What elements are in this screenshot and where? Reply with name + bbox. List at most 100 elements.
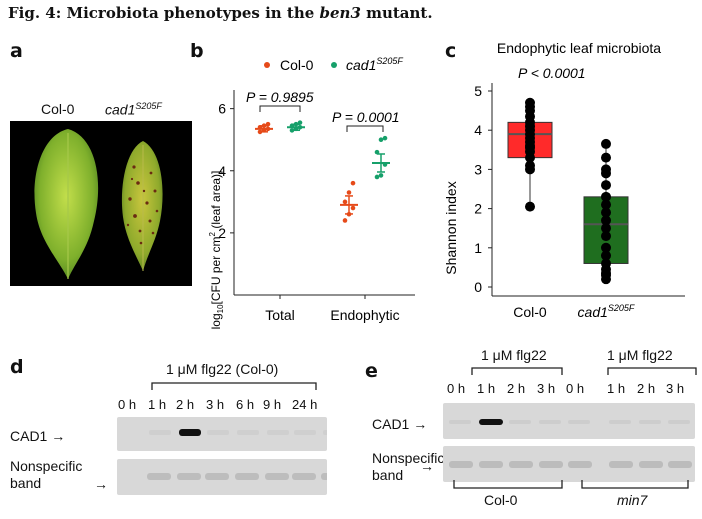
c-point <box>601 164 611 175</box>
d-cad1-faint-band <box>323 430 345 435</box>
legend-col0-marker <box>264 62 270 68</box>
b-marks <box>255 120 390 223</box>
e-nonspecific-band <box>449 461 473 468</box>
legend-col0-label: Col-0 <box>280 57 314 73</box>
e-genotype-min7: min7 <box>617 492 648 508</box>
panel-d-label: d <box>10 356 24 378</box>
d-cad1-faint-band <box>237 430 259 435</box>
c-point <box>601 180 611 191</box>
e-treatment-brackets <box>471 367 697 375</box>
c-boxes <box>507 97 629 285</box>
legend-cad1-label: cad1S205F <box>346 56 403 73</box>
b-pvalue-endo: P = 0.0001 <box>332 109 400 125</box>
e-timepoint-label: 0 h <box>566 381 585 396</box>
c-point <box>601 231 611 242</box>
leaf-col0-shape <box>34 129 99 279</box>
b-axes <box>233 90 415 296</box>
panel-c-chart: Endophytic leaf microbiota P < 0.0001 Sh… <box>443 40 685 320</box>
e-cad1-faint-band <box>609 420 631 424</box>
d-row-cad1: CAD1 → <box>10 428 66 444</box>
c-point <box>601 258 611 269</box>
c-pvalue: P < 0.0001 <box>518 65 586 81</box>
d-timepoint-label: 2 h <box>176 397 195 412</box>
b-point <box>378 137 384 142</box>
leaf-label-cad1: cad1S205F <box>105 101 162 118</box>
e-timepoint-label: 1 h <box>477 381 496 396</box>
e-cad1-faint-band <box>568 420 590 424</box>
d-row-nonspecific: Nonspecific band <box>10 458 83 491</box>
c-yticks: 0 1 2 3 4 5 <box>474 83 492 295</box>
c-title: Endophytic leaf microbiota <box>497 40 661 56</box>
leaf-label-col0: Col-0 <box>41 101 75 117</box>
b-ytick-label: 4 <box>218 163 226 179</box>
e-blot-cad1 <box>443 403 695 439</box>
c-ytick-label: 1 <box>474 240 482 256</box>
b-point <box>342 199 348 205</box>
e-genotype-col0: Col-0 <box>484 492 518 508</box>
e-nonspecific-band <box>479 461 503 468</box>
b-bracket-total <box>259 105 301 112</box>
c-ylabel: Shannon index <box>443 181 459 274</box>
b-xtick-label: Endophytic <box>330 307 399 323</box>
c-point <box>601 199 611 210</box>
c-xtick-col0: Col-0 <box>513 304 547 320</box>
e-timepoint-label: 2 h <box>637 381 656 396</box>
figure-title: Fig. 4: Microbiota phenotypes in the ben… <box>8 4 433 22</box>
b-point <box>350 180 356 186</box>
e-timepoint-label: 2 h <box>507 381 526 396</box>
panel-b-label: b <box>190 40 204 62</box>
d-timepoint-label: 1 h <box>148 397 167 412</box>
c-point <box>601 215 611 226</box>
d-blot-cad1 <box>117 417 345 451</box>
e-timepoint-label: 1 h <box>607 381 626 396</box>
c-point <box>601 191 611 202</box>
b-xtick-label: Total <box>265 307 295 323</box>
legend-cad1-marker <box>331 62 337 68</box>
e-timepoint-label: 3 h <box>666 381 685 396</box>
panel-c-label: c <box>445 40 457 62</box>
e-genotype-brackets <box>453 480 689 489</box>
c-point <box>601 138 611 149</box>
d-nonspecific-band <box>265 473 289 480</box>
leaf-cad1-shape <box>121 141 163 271</box>
b-pvalue-total: P = 0.9895 <box>246 89 314 105</box>
d-timepoint-label: 6 h <box>236 397 255 412</box>
e-row-nonspecific: Nonspecific band <box>372 450 445 483</box>
d-timepoint-label: 9 h <box>263 397 282 412</box>
d-arrow-nonspecific: → <box>94 476 108 492</box>
b-point <box>350 205 356 211</box>
d-blot-nonspecific <box>117 459 345 495</box>
e-cad1-faint-band <box>449 420 471 424</box>
c-ytick-label: 3 <box>474 161 482 177</box>
e-nonspecific-band <box>509 461 533 468</box>
e-nonspecific-band <box>609 461 633 468</box>
e-blot-nonspecific <box>443 446 695 482</box>
e-nonspecific-band <box>668 461 692 468</box>
panel-b-chart: Col-0 cad1S205F log10[CFU per cm2 (leaf … <box>208 56 415 329</box>
b-ytick-label: 6 <box>218 101 226 117</box>
panel-a-label: a <box>10 40 23 62</box>
e-cad1-faint-band <box>539 420 561 424</box>
b-point <box>346 190 352 195</box>
b-ytick-label: 2 <box>218 225 226 241</box>
d-nonspecific-band <box>205 473 229 480</box>
c-ytick-label: 5 <box>474 83 482 99</box>
c-point <box>525 160 535 171</box>
d-timepoint-label: 24 h <box>292 397 318 412</box>
d-cad1-faint-band <box>294 430 316 435</box>
e-nonspecific-band <box>639 461 663 468</box>
panel-e-label: e <box>365 360 378 382</box>
d-nonspecific-band <box>321 473 345 480</box>
b-bracket-endo <box>346 125 384 132</box>
e-cad1-faint-band <box>509 420 531 424</box>
c-point <box>525 201 535 212</box>
d-treatment-bracket <box>151 382 317 390</box>
c-ytick-label: 0 <box>474 279 482 295</box>
d-nonspecific-band <box>292 473 316 480</box>
e-treatment-label-1: 1 μM flg22 <box>481 347 547 363</box>
e-nonspecific-band <box>539 461 563 468</box>
e-cad1-faint-band <box>639 420 661 424</box>
b-point <box>374 174 380 180</box>
e-timepoint-label: 0 h <box>447 381 466 396</box>
c-ytick-label: 2 <box>474 201 482 217</box>
